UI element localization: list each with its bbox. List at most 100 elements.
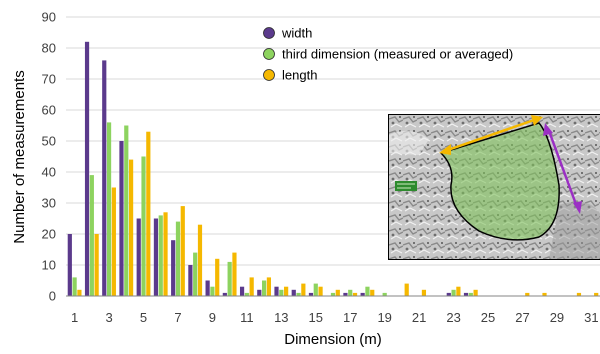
bar bbox=[463, 292, 469, 296]
y-tick-label: 40 bbox=[42, 165, 56, 180]
bar bbox=[525, 292, 530, 296]
bar-group bbox=[102, 60, 116, 297]
y-tick-label: 80 bbox=[42, 41, 56, 56]
bar-group bbox=[308, 283, 323, 296]
bar bbox=[180, 206, 185, 296]
bar bbox=[106, 122, 112, 297]
bar bbox=[468, 292, 473, 296]
bar-group bbox=[382, 292, 387, 296]
bar bbox=[188, 265, 193, 296]
bar bbox=[141, 156, 146, 296]
bar bbox=[119, 141, 124, 296]
legend-marker bbox=[263, 27, 275, 39]
bar-group bbox=[446, 286, 461, 296]
bar-group bbox=[205, 258, 220, 296]
bar bbox=[257, 289, 262, 296]
x-tick-label: 9 bbox=[209, 310, 216, 325]
bar bbox=[404, 283, 409, 296]
x-tick-labels: 1 3 5 7 9 11 13 15 17 19 21 23 25 27 29 31 bbox=[71, 310, 599, 325]
bar-group bbox=[360, 286, 375, 296]
y-tick-label: 10 bbox=[42, 258, 56, 273]
bar bbox=[171, 240, 176, 296]
bar bbox=[296, 292, 301, 296]
bar-group bbox=[343, 289, 358, 296]
x-tick-label: 11 bbox=[240, 310, 254, 325]
bar bbox=[382, 292, 387, 296]
bar-group bbox=[222, 252, 237, 296]
scale-label bbox=[395, 181, 417, 191]
bar-group bbox=[404, 283, 409, 296]
legend-label: third dimension (measured or averaged) bbox=[282, 47, 513, 62]
bar bbox=[473, 289, 478, 296]
y-tick-label: 30 bbox=[42, 196, 56, 211]
bar bbox=[352, 292, 358, 296]
bar bbox=[348, 289, 353, 296]
bar bbox=[335, 289, 340, 296]
bar-group bbox=[67, 234, 82, 296]
bar bbox=[227, 261, 232, 296]
x-tick-label: 5 bbox=[140, 310, 147, 325]
y-tick-labels: 0 10 20 30 40 50 60 70 80 90 bbox=[42, 10, 56, 304]
bar bbox=[67, 234, 72, 296]
bar bbox=[158, 215, 163, 296]
bar-group bbox=[136, 131, 151, 296]
bar bbox=[84, 41, 90, 296]
inset-photo bbox=[388, 114, 600, 260]
bar bbox=[72, 277, 77, 296]
bar-group bbox=[330, 289, 340, 296]
bar bbox=[215, 258, 220, 296]
bar-group bbox=[153, 212, 168, 296]
y-tick-label: 50 bbox=[42, 134, 56, 149]
x-tick-label: 15 bbox=[309, 310, 323, 325]
bar bbox=[266, 277, 271, 296]
bar-group bbox=[84, 41, 99, 296]
bar-group bbox=[239, 277, 254, 296]
bar-group bbox=[291, 283, 306, 296]
bar bbox=[456, 286, 461, 296]
slab-outline bbox=[439, 122, 560, 241]
bar bbox=[89, 175, 94, 296]
bar-group bbox=[463, 289, 478, 296]
legend-label: length bbox=[282, 68, 317, 83]
x-tick-label: 25 bbox=[481, 310, 495, 325]
x-tick-label: 31 bbox=[584, 310, 598, 325]
bar bbox=[421, 289, 427, 296]
bar bbox=[318, 286, 323, 296]
bar bbox=[175, 221, 181, 296]
x-tick-label: 3 bbox=[105, 310, 112, 325]
bar bbox=[301, 283, 306, 296]
x-tick-label: 19 bbox=[377, 310, 391, 325]
bar-group bbox=[576, 292, 582, 296]
bar bbox=[279, 289, 284, 296]
legend: width third dimension (measured or averag… bbox=[263, 26, 513, 83]
y-tick-label: 20 bbox=[42, 227, 56, 242]
x-tick-label: 7 bbox=[174, 310, 181, 325]
bar bbox=[274, 286, 279, 296]
legend-marker bbox=[263, 69, 275, 81]
bar bbox=[451, 289, 456, 296]
legend-label: width bbox=[281, 26, 312, 41]
bar bbox=[262, 280, 267, 296]
y-tick-label: 0 bbox=[49, 289, 56, 304]
bar bbox=[365, 286, 370, 296]
bar bbox=[284, 286, 289, 296]
x-tick-label: 23 bbox=[446, 310, 460, 325]
bar bbox=[370, 289, 375, 296]
width-arrow bbox=[543, 123, 582, 214]
bar bbox=[360, 292, 365, 296]
x-tick-label: 21 bbox=[412, 310, 426, 325]
bar-group bbox=[421, 289, 427, 296]
x-tick-label: 13 bbox=[274, 310, 288, 325]
bar-group bbox=[542, 292, 547, 296]
bar bbox=[576, 292, 582, 296]
bar bbox=[197, 224, 203, 296]
bar bbox=[232, 252, 237, 296]
bar bbox=[239, 286, 245, 296]
bar-group bbox=[119, 125, 134, 296]
bar bbox=[102, 60, 107, 297]
x-tick-label: 1 bbox=[71, 310, 78, 325]
bar bbox=[594, 292, 599, 296]
bar-group bbox=[525, 292, 530, 296]
bar-group bbox=[594, 292, 599, 296]
